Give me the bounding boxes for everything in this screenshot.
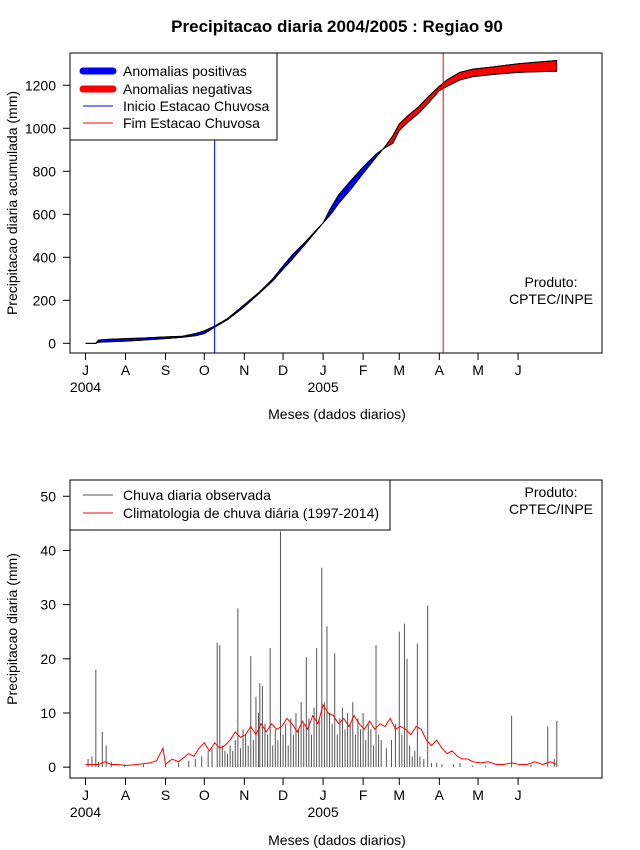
top-legend: Anomalias positivas Anomalias negativas … [69,52,278,141]
bottom-y-tick-label: 20 [40,651,56,667]
top-y-tick-label: 200 [33,292,57,308]
bottom-x-tick-label: J [515,787,522,803]
top-y-tick-label: 800 [33,163,57,179]
legend-label-inicio-estacao: Inicio Estacao Chuvosa [123,98,270,114]
bottom-x-tick-label: M [472,787,484,803]
bottom-x-tick-label: J [82,787,89,803]
bottom-y-tick-label: 40 [40,542,56,558]
top-annotation-cptec: CPTEC/INPE [509,291,593,307]
top-x-tick-label: J [320,362,327,378]
bottom-x-tick-label: F [359,787,368,803]
bottom-x-tick-label: M [393,787,405,803]
legend-label-fim-estacao: Fim Estacao Chuvosa [123,115,260,131]
top-y-tick-label: 1200 [25,77,56,93]
top-year-label: 2004 [70,379,101,395]
top-y-axis: 0 200 400 600 800 1000 1200 [25,77,71,351]
top-plot-layer [85,53,558,353]
bottom-x-tick-label: A [121,787,131,803]
top-x-tick-label: J [515,362,522,378]
top-y-tick-label: 1000 [25,120,56,136]
legend-label-anomalias-negativas: Anomalias negativas [123,81,252,97]
top-x-axis-label: Meses (dados diarios) [268,406,406,422]
top-y-tick-label: 400 [33,249,57,265]
top-y-tick-label: 0 [48,335,56,351]
top-x-tick-label: J [82,362,89,378]
top-x-tick-label: O [199,362,210,378]
top-y-tick-label: 600 [33,206,57,222]
bottom-legend-box [69,479,391,531]
bottom-x-tick-label: D [278,787,288,803]
bottom-y-tick-label: 10 [40,705,56,721]
anomaly-negative-area [383,60,558,150]
anomaly-positive-area [96,222,324,344]
top-x-tick-label: S [161,362,170,378]
legend-label-anomalias-positivas: Anomalias positivas [123,63,247,79]
bottom-annotation-cptec: CPTEC/INPE [509,501,593,517]
legend-label-chuva-observada: Chuva diaria observada [123,487,271,503]
bottom-y-tick-label: 30 [40,597,56,613]
bottom-y-tick-label: 50 [40,488,56,504]
top-x-tick-label: D [278,362,288,378]
bottom-x-tick-label: A [435,787,445,803]
bottom-x-tick-label: O [199,787,210,803]
top-x-tick-label: N [239,362,249,378]
figure-title: Precipitacao diaria 2004/2005 : Regiao 9… [171,17,503,36]
top-year-label: 2005 [308,379,339,395]
bottom-year-label: 2005 [308,804,339,820]
top-x-tick-label: M [472,362,484,378]
bottom-x-tick-label: S [161,787,170,803]
climatology-cumulative-line [85,60,557,344]
bottom-y-tick-label: 0 [48,759,56,775]
top-annotation-produto: Produto: [525,274,578,290]
bottom-x-tick-label: N [239,787,249,803]
bottom-y-axis: 0 10 20 30 40 50 [40,488,71,775]
bottom-x-tick-label: J [320,787,327,803]
top-x-tick-label: F [359,362,368,378]
top-y-axis-label: Precipitacao diaria acumulada (mm) [4,91,20,315]
top-x-tick-label: M [393,362,405,378]
bottom-annotation-produto: Produto: [525,484,578,500]
bottom-y-axis-label: Precipitacao diaria (mm) [4,553,20,705]
observed-cumulative-line [85,70,557,344]
top-x-tick-label: A [435,362,445,378]
bottom-year-label: 2004 [70,804,101,820]
legend-label-climatologia: Climatologia de chuva diária (1997-2014) [123,505,379,521]
bottom-x-axis-label: Meses (dados diarios) [268,832,406,848]
bottom-plot-layer [85,531,558,768]
top-x-tick-label: A [121,362,131,378]
bottom-legend: Chuva diaria observada Climatologia de c… [69,479,391,531]
climatology-daily-line [85,703,557,767]
